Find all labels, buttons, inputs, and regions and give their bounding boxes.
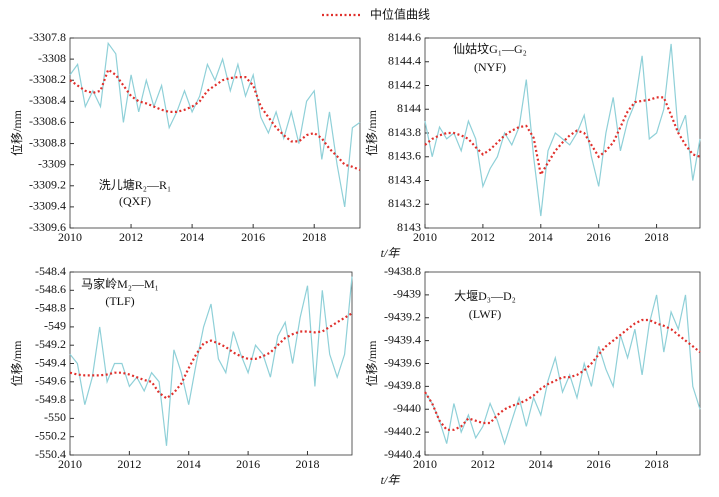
- y-tick-label: -9439.2: [384, 310, 421, 324]
- y-tick-label: -3307.8: [29, 30, 66, 44]
- y-tick-label: -9439.8: [384, 378, 421, 392]
- y-tick-label: -550.4: [35, 447, 66, 461]
- y-tick-label: -9438.8: [384, 264, 421, 278]
- y-tick-label: -3308.4: [29, 93, 66, 107]
- y-tick-label: -9440.2: [384, 424, 421, 438]
- y-tick-label: -550.2: [35, 428, 66, 442]
- x-axis-label: t/年: [381, 473, 402, 487]
- y-tick-label: -549.6: [35, 374, 66, 388]
- x-tick-label: 2012: [117, 457, 141, 471]
- x-tick-label: 2012: [471, 457, 495, 471]
- y-tick-label: 8144: [397, 101, 421, 115]
- plot-frame: [69, 37, 361, 229]
- station-code: (TLF): [105, 294, 134, 308]
- x-tick-label: 2018: [302, 230, 326, 244]
- y-tick-label: -3308: [38, 51, 66, 65]
- station-label: 大堰D₃—D₂: [454, 289, 516, 303]
- y-tick-label: -9439.6: [384, 355, 421, 369]
- station-label: 洗儿塘R₂—R₁: [99, 177, 171, 192]
- y-tick-label: -3308.8: [29, 135, 66, 149]
- x-tick-label: 2016: [587, 457, 611, 471]
- y-tick-label: -549.8: [35, 392, 66, 406]
- y-tick-label: 8143.6: [388, 149, 421, 163]
- y-tick-label: 8144.2: [388, 77, 421, 91]
- y-tick-label: -548.8: [35, 300, 66, 314]
- y-tick-label: -3309.2: [29, 178, 66, 192]
- station-code: (NYF): [474, 60, 506, 74]
- y-tick-label: -3308.2: [29, 72, 66, 86]
- median-line: [424, 318, 701, 431]
- y-tick-label: -3308.6: [29, 114, 66, 128]
- y-axis-label: 位移/mm: [9, 340, 24, 387]
- y-tick-label: -550: [44, 410, 66, 424]
- x-tick-label: 2018: [295, 457, 319, 471]
- raw-line: [424, 294, 701, 446]
- y-tick-label: 8144.6: [388, 30, 421, 44]
- x-axis-label: t/年: [381, 246, 402, 260]
- x-tick-label: 2014: [529, 230, 553, 244]
- station-code: (QXF): [119, 194, 151, 208]
- x-tick-label: 2016: [236, 457, 260, 471]
- median-line: [69, 312, 353, 400]
- station-code: (LWF): [469, 307, 501, 321]
- y-tick-label: -3309.4: [29, 199, 66, 213]
- y-tick-label: -9440: [393, 401, 421, 415]
- y-tick-label: 8144.4: [388, 54, 421, 68]
- median-line: [69, 67, 361, 171]
- y-tick-label: -9439.4: [384, 332, 421, 346]
- y-tick-label: -548.4: [35, 264, 66, 278]
- x-tick-label: 2010: [58, 457, 82, 471]
- x-tick-label: 2012: [471, 230, 495, 244]
- y-tick-label: -549.4: [35, 355, 66, 369]
- x-tick-label: 2016: [587, 230, 611, 244]
- station-label: 仙姑坟G₁—G₂: [453, 42, 527, 56]
- y-tick-label: 8143.8: [388, 125, 421, 139]
- x-tick-label: 2014: [177, 457, 201, 471]
- y-tick-label: 8143: [397, 220, 421, 234]
- x-tick-label: 2010: [413, 230, 437, 244]
- x-tick-label: 2010: [58, 230, 82, 244]
- plot-frame: [424, 37, 701, 229]
- y-tick-label: -549.2: [35, 337, 66, 351]
- station-label: 马家岭M₂—M₁: [81, 276, 159, 291]
- y-tick-label: -549: [44, 319, 66, 333]
- raw-line: [69, 276, 353, 446]
- x-tick-label: 2014: [180, 230, 204, 244]
- y-tick-label: -9440.4: [384, 447, 421, 461]
- x-tick-label: 2010: [413, 457, 437, 471]
- y-tick-label: -9439: [393, 287, 421, 301]
- median-line: [424, 96, 701, 178]
- x-tick-label: 2018: [645, 230, 669, 244]
- y-tick-label: 8143.4: [388, 172, 421, 186]
- x-tick-label: 2012: [119, 230, 143, 244]
- y-axis-label: 位移/mm: [364, 109, 379, 156]
- y-axis-label: 位移/mm: [364, 340, 379, 387]
- y-tick-label: -548.6: [35, 282, 66, 296]
- x-tick-label: 2018: [645, 457, 669, 471]
- raw-line: [424, 43, 701, 217]
- legend-label: 中位值曲线: [370, 7, 430, 22]
- y-tick-label: -3309: [38, 156, 66, 170]
- x-tick-label: 2016: [241, 230, 265, 244]
- x-tick-label: 2014: [529, 457, 553, 471]
- y-axis-label: 位移/mm: [9, 109, 24, 156]
- y-tick-label: 8143.2: [388, 196, 421, 210]
- y-tick-label: -3309.6: [29, 220, 66, 234]
